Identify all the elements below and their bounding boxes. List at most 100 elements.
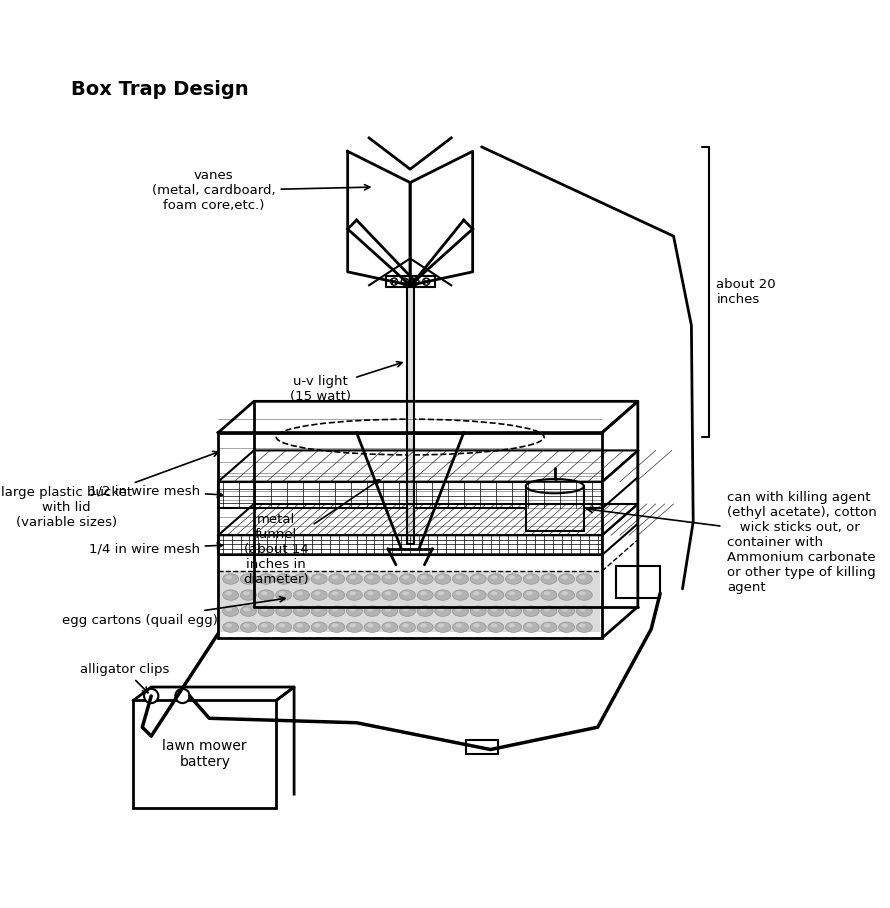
- Ellipse shape: [526, 479, 584, 493]
- Ellipse shape: [456, 607, 462, 611]
- Circle shape: [391, 278, 398, 285]
- Ellipse shape: [506, 606, 522, 617]
- Ellipse shape: [296, 624, 303, 627]
- Ellipse shape: [364, 606, 380, 617]
- Ellipse shape: [541, 622, 557, 633]
- Ellipse shape: [311, 606, 328, 617]
- Ellipse shape: [576, 606, 593, 617]
- Ellipse shape: [311, 622, 328, 633]
- Ellipse shape: [452, 590, 468, 600]
- Ellipse shape: [526, 591, 532, 596]
- Bar: [616, 567, 660, 597]
- Ellipse shape: [559, 622, 575, 633]
- Ellipse shape: [417, 622, 433, 633]
- Ellipse shape: [544, 591, 550, 596]
- Ellipse shape: [314, 607, 320, 611]
- Ellipse shape: [328, 590, 344, 600]
- Ellipse shape: [562, 607, 568, 611]
- Ellipse shape: [523, 574, 539, 584]
- Bar: [134, 700, 276, 807]
- Ellipse shape: [402, 575, 409, 579]
- Ellipse shape: [523, 590, 539, 600]
- Text: large plastic bucket
with lid
(variable sizes): large plastic bucket with lid (variable …: [1, 451, 218, 529]
- Ellipse shape: [294, 590, 310, 600]
- Bar: [218, 535, 603, 555]
- Ellipse shape: [544, 624, 550, 627]
- Ellipse shape: [508, 575, 515, 579]
- Ellipse shape: [526, 575, 532, 579]
- Ellipse shape: [420, 624, 426, 627]
- Ellipse shape: [559, 590, 575, 600]
- Ellipse shape: [508, 607, 515, 611]
- Ellipse shape: [226, 624, 232, 627]
- Ellipse shape: [508, 624, 515, 627]
- Ellipse shape: [240, 574, 256, 584]
- Ellipse shape: [226, 575, 232, 579]
- Ellipse shape: [435, 590, 451, 600]
- Ellipse shape: [384, 575, 392, 579]
- Ellipse shape: [384, 591, 392, 596]
- Ellipse shape: [456, 591, 462, 596]
- Ellipse shape: [488, 622, 504, 633]
- Ellipse shape: [523, 606, 539, 617]
- Circle shape: [423, 278, 430, 285]
- Ellipse shape: [420, 607, 426, 611]
- Ellipse shape: [243, 624, 250, 627]
- Ellipse shape: [364, 590, 380, 600]
- Text: can with killing agent
(ethyl acetate), cotton
   wick sticks out, or
container : can with killing agent (ethyl acetate), …: [727, 490, 877, 594]
- Ellipse shape: [240, 590, 256, 600]
- Ellipse shape: [473, 591, 480, 596]
- Ellipse shape: [420, 575, 426, 579]
- Ellipse shape: [508, 591, 515, 596]
- Ellipse shape: [470, 574, 486, 584]
- Ellipse shape: [435, 574, 451, 584]
- Ellipse shape: [473, 607, 480, 611]
- Ellipse shape: [382, 590, 398, 600]
- Text: lawn mower
battery: lawn mower battery: [163, 739, 247, 769]
- Ellipse shape: [367, 607, 374, 611]
- Ellipse shape: [294, 606, 310, 617]
- Ellipse shape: [402, 591, 409, 596]
- Ellipse shape: [384, 624, 392, 627]
- Ellipse shape: [311, 590, 328, 600]
- Circle shape: [175, 689, 190, 703]
- Ellipse shape: [279, 575, 285, 579]
- Ellipse shape: [382, 574, 398, 584]
- Circle shape: [401, 278, 409, 285]
- Ellipse shape: [364, 574, 380, 584]
- Ellipse shape: [332, 575, 338, 579]
- Ellipse shape: [382, 606, 398, 617]
- Ellipse shape: [473, 575, 480, 579]
- Ellipse shape: [279, 591, 285, 596]
- Ellipse shape: [222, 574, 239, 584]
- Ellipse shape: [579, 591, 586, 596]
- Ellipse shape: [491, 607, 498, 611]
- Ellipse shape: [562, 591, 568, 596]
- Ellipse shape: [346, 606, 362, 617]
- Bar: [220, 571, 601, 632]
- Bar: [526, 486, 584, 531]
- Ellipse shape: [470, 606, 486, 617]
- Ellipse shape: [579, 607, 586, 611]
- Ellipse shape: [384, 607, 392, 611]
- Text: egg cartons (quail egg): egg cartons (quail egg): [62, 597, 285, 627]
- Text: vanes
(metal, cardboard,
foam core,etc.): vanes (metal, cardboard, foam core,etc.): [152, 169, 370, 212]
- Ellipse shape: [276, 622, 292, 633]
- Ellipse shape: [222, 622, 239, 633]
- Ellipse shape: [435, 606, 451, 617]
- Ellipse shape: [438, 624, 444, 627]
- Ellipse shape: [222, 606, 239, 617]
- Ellipse shape: [279, 607, 285, 611]
- Circle shape: [144, 689, 158, 703]
- Ellipse shape: [367, 624, 374, 627]
- Ellipse shape: [328, 606, 344, 617]
- Ellipse shape: [579, 624, 586, 627]
- Ellipse shape: [296, 591, 303, 596]
- Ellipse shape: [382, 622, 398, 633]
- Ellipse shape: [328, 622, 344, 633]
- Ellipse shape: [226, 591, 232, 596]
- Ellipse shape: [346, 622, 362, 633]
- Ellipse shape: [576, 590, 593, 600]
- Ellipse shape: [576, 574, 593, 584]
- Ellipse shape: [562, 624, 568, 627]
